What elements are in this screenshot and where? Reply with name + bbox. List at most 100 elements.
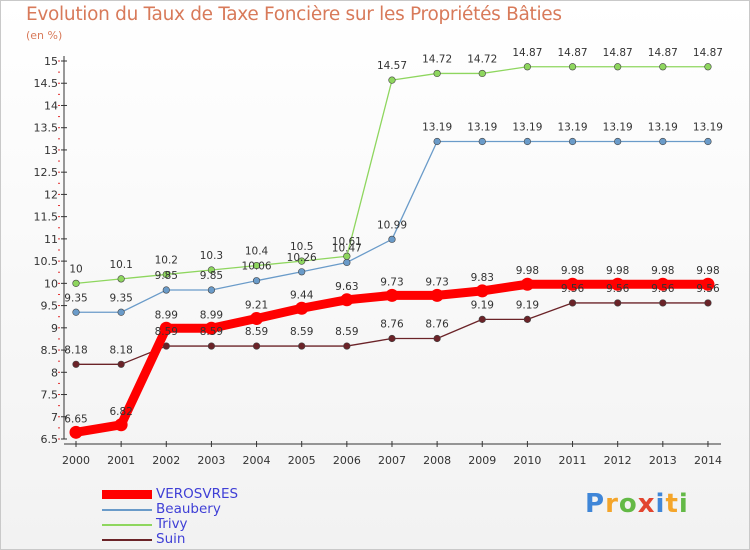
data-point-verosvres bbox=[114, 418, 128, 432]
data-point-suin bbox=[388, 334, 396, 343]
x-tick-label: 2013 bbox=[649, 454, 677, 467]
y-tick-label: 11 bbox=[44, 233, 58, 246]
data-point-verosvres bbox=[656, 277, 670, 291]
x-tick-label: 2000 bbox=[62, 454, 90, 467]
data-point-trivy bbox=[207, 266, 216, 274]
y-tick-label: 14.5 bbox=[34, 77, 59, 90]
data-label-suin: 9.19 bbox=[471, 299, 494, 311]
series-line-trivy bbox=[75, 66, 709, 285]
data-point-trivy bbox=[343, 252, 351, 260]
data-point-verosvres bbox=[611, 277, 625, 291]
x-tick-label: 2004 bbox=[243, 454, 271, 467]
data-point-verosvres bbox=[701, 277, 715, 291]
data-point-verosvres bbox=[69, 425, 83, 439]
data-point-beaubery bbox=[614, 137, 622, 146]
data-point-verosvres bbox=[566, 277, 580, 291]
data-point-verosvres bbox=[385, 288, 399, 302]
data-point-beaubery bbox=[117, 308, 125, 316]
legend-label-verosvres: VEROSVRES bbox=[156, 486, 239, 502]
data-label-trivy: 10 bbox=[69, 263, 82, 275]
data-point-trivy bbox=[568, 63, 577, 71]
data-label-trivy: 10.61 bbox=[332, 236, 362, 248]
data-label-beaubery: 13.19 bbox=[693, 121, 723, 133]
data-point-trivy bbox=[704, 63, 712, 71]
data-point-suin bbox=[614, 299, 622, 307]
data-point-suin bbox=[523, 315, 532, 323]
data-label-trivy: 14.72 bbox=[422, 53, 452, 65]
data-label-verosvres: 9.73 bbox=[380, 276, 403, 288]
y-tick-label: 9.5 bbox=[41, 300, 59, 313]
data-label-beaubery: 10.47 bbox=[332, 242, 362, 254]
logo-letter: i bbox=[655, 489, 666, 519]
y-tick-label: 14 bbox=[44, 99, 58, 112]
y-tick-label: 7.5 bbox=[41, 389, 59, 402]
data-point-suin bbox=[343, 342, 351, 350]
data-point-trivy bbox=[659, 63, 667, 71]
data-point-verosvres bbox=[475, 284, 489, 298]
legend-swatch-beaubery bbox=[102, 509, 152, 511]
x-tick-label: 2005 bbox=[288, 454, 316, 467]
logo-letter: r bbox=[605, 489, 619, 519]
data-point-beaubery bbox=[72, 308, 80, 316]
data-point-trivy bbox=[117, 275, 125, 283]
data-point-beaubery bbox=[343, 258, 351, 267]
x-tick-label: 2008 bbox=[423, 454, 451, 467]
data-point-suin bbox=[72, 360, 80, 368]
data-point-verosvres bbox=[340, 293, 354, 307]
data-label-trivy: 10.4 bbox=[245, 246, 269, 258]
y-tick-label: 11.5 bbox=[34, 211, 59, 224]
legend-label-trivy: Trivy bbox=[156, 516, 188, 532]
data-point-suin bbox=[162, 342, 170, 350]
legend-item-trivy: Trivy bbox=[102, 517, 302, 532]
y-tick-label: 6.5 bbox=[41, 433, 59, 446]
legend-item-verosvres: VEROSVRES bbox=[102, 487, 302, 502]
data-point-verosvres bbox=[204, 321, 218, 335]
data-label-suin: 8.59 bbox=[200, 326, 223, 338]
data-point-beaubery bbox=[388, 235, 396, 243]
data-label-beaubery: 13.19 bbox=[422, 121, 452, 133]
legend-swatch-trivy bbox=[102, 524, 152, 526]
data-point-suin bbox=[298, 342, 306, 350]
data-point-trivy bbox=[478, 69, 486, 78]
data-point-beaubery bbox=[162, 286, 170, 294]
data-label-verosvres: 9.44 bbox=[290, 289, 314, 301]
data-label-verosvres: 9.98 bbox=[606, 265, 629, 277]
data-label-beaubery: 9.35 bbox=[109, 292, 132, 304]
data-point-trivy bbox=[433, 69, 441, 78]
data-label-suin: 9.56 bbox=[651, 283, 675, 295]
y-tick-label: 10 bbox=[44, 277, 58, 290]
y-tick-label: 9 bbox=[51, 322, 58, 335]
data-point-beaubery bbox=[433, 137, 441, 146]
y-tick-label: 13.5 bbox=[34, 122, 59, 135]
data-label-suin: 9.56 bbox=[561, 283, 585, 295]
legend-swatch-verosvres bbox=[102, 490, 152, 499]
data-label-trivy: 14.87 bbox=[693, 47, 723, 59]
data-label-suin: 8.59 bbox=[290, 326, 313, 338]
data-label-trivy: 10.2 bbox=[155, 254, 178, 266]
data-labels-layer: 8.18 8.18 8.59 8.59 8.59 8.59 8.59 8.76 8.76 9.19… bbox=[64, 47, 723, 426]
y-axis-ticks: 6.5 7 7.5 8 8.5 9 9.5 10 10.5 11 11.5 12 12.5 13 13.5 1… bbox=[34, 55, 67, 446]
x-tick-label: 2002 bbox=[152, 454, 180, 467]
data-label-verosvres: 6.65 bbox=[64, 413, 87, 425]
y-tick-label: 8.5 bbox=[41, 344, 59, 357]
data-point-beaubery bbox=[252, 277, 261, 285]
data-label-beaubery: 13.19 bbox=[648, 121, 678, 133]
data-label-beaubery: 10.06 bbox=[242, 261, 272, 273]
data-point-suin bbox=[433, 334, 441, 343]
y-tick-label: 10.5 bbox=[34, 255, 59, 268]
chart-legend: VEROSVRES Beaubery Trivy Suin bbox=[102, 487, 302, 547]
data-label-beaubery: 13.19 bbox=[603, 121, 633, 133]
data-point-suin bbox=[704, 299, 712, 307]
data-label-beaubery: 9.85 bbox=[200, 270, 223, 282]
data-label-trivy: 14.87 bbox=[648, 47, 678, 59]
data-label-verosvres: 8.99 bbox=[200, 309, 223, 321]
data-point-trivy bbox=[614, 63, 622, 71]
data-label-trivy: 10.3 bbox=[200, 250, 223, 262]
data-label-suin: 8.76 bbox=[380, 318, 404, 330]
data-point-verosvres bbox=[430, 288, 444, 302]
data-label-suin: 8.59 bbox=[335, 326, 358, 338]
data-point-verosvres bbox=[520, 277, 534, 291]
data-label-beaubery: 13.19 bbox=[467, 121, 497, 133]
